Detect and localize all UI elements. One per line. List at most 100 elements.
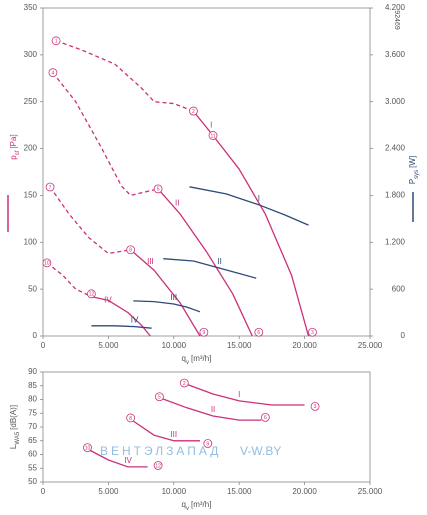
curve-label: III [147, 257, 154, 266]
point-marker-label: 3 [311, 330, 314, 336]
point-marker [153, 461, 163, 470]
point-marker [83, 443, 92, 453]
y-tick-label: 55 [28, 463, 37, 472]
x-axis-label: qv [m³/h] [182, 500, 212, 511]
curve [192, 110, 310, 337]
curve [91, 325, 152, 329]
x-tick-label: 0 [41, 341, 46, 350]
point-marker-label: 3 [314, 404, 317, 410]
curve-label: II [175, 199, 179, 208]
x-tick-label: 10.000 [162, 341, 187, 350]
x-tick-label: 20.000 [292, 487, 317, 496]
y2-tick-label: 3.000 [385, 97, 406, 106]
y-tick-label: 250 [24, 97, 38, 106]
curve [189, 186, 309, 226]
y2-tick-label: 0 [401, 331, 406, 340]
x-axis-label-unit: [m³/h] [191, 354, 211, 363]
plot-frame [42, 371, 371, 483]
y-axis-label-sub: sf [15, 150, 21, 155]
curve [130, 249, 201, 337]
point-marker-label: 9 [202, 330, 205, 336]
x-tick-label: 10.000 [162, 487, 187, 496]
point-marker [260, 412, 270, 422]
point-marker-label: 6 [257, 330, 260, 336]
y-tick-label: 150 [24, 191, 38, 200]
x-tick-label: 5.000 [98, 341, 119, 350]
point-marker [51, 36, 61, 46]
y2-axis-label: Psys [W] [408, 156, 419, 184]
y2-tick-label: 1.800 [385, 191, 406, 200]
point-marker-label: 8 [129, 248, 132, 254]
y-axis-label: psf [Pa] [9, 134, 20, 159]
y2-tick-label: 600 [392, 284, 406, 293]
curve-label: I [258, 194, 260, 203]
curve [133, 300, 201, 313]
x-axis-label: qv [m³/h] [182, 354, 212, 365]
x-tick-label: 5.000 [98, 487, 119, 496]
curve-label: II [211, 405, 215, 414]
curve [186, 383, 305, 406]
point-marker-label: 10 [85, 445, 91, 451]
y-tick-label: 100 [24, 237, 38, 246]
point-marker-label: 10 [44, 261, 50, 267]
y-tick-label: 0 [33, 331, 38, 340]
curve [131, 419, 200, 442]
point-marker-label: 2 [183, 381, 186, 387]
y2-axis-label-sub: sys [414, 170, 420, 179]
point-marker [189, 106, 198, 116]
point-marker [155, 392, 164, 402]
y-axis-label: LWA5[dB(A)] [9, 405, 20, 449]
y-tick-label: 75 [28, 408, 37, 417]
point-marker [308, 327, 317, 337]
point-marker-label: 9 [206, 441, 209, 447]
stall-curve [52, 72, 159, 197]
point-marker-label: 2 [192, 109, 195, 115]
y-tick-label: 90 [28, 367, 37, 376]
y-axis-label-sub: WA5 [15, 431, 21, 444]
curve-label: II [217, 257, 221, 266]
curve [163, 258, 257, 279]
curve [160, 397, 262, 421]
curve-label: I [238, 390, 240, 399]
x-axis-label-sub: v [186, 360, 189, 366]
y-tick-label: 80 [28, 395, 37, 404]
plot-frame [42, 7, 371, 337]
point-marker [199, 327, 209, 337]
point-marker-label: 8 [129, 416, 132, 422]
point-marker [45, 182, 55, 192]
curve-label: IV [131, 316, 139, 325]
y2-tick-label: 4.200 [385, 3, 406, 12]
y-tick-label: 300 [24, 50, 38, 59]
y-axis-label-text: L [9, 444, 18, 449]
y-tick-label: 50 [28, 477, 37, 486]
curve [91, 295, 151, 337]
x-tick-label: 15.000 [227, 487, 252, 496]
point-marker [208, 131, 218, 140]
point-marker [254, 327, 264, 337]
point-marker-label: 11 [210, 133, 215, 139]
curve-label: IV [124, 456, 132, 465]
point-marker-label: 12 [89, 292, 95, 298]
curve-label: I [210, 120, 212, 129]
point-marker-label: 4 [52, 70, 55, 76]
point-marker [86, 289, 96, 299]
x-axis-label-text: q [182, 500, 186, 509]
x-tick-label: 25.000 [358, 487, 383, 496]
point-marker-label: 5 [157, 187, 160, 193]
y-tick-label: 85 [28, 381, 37, 390]
point-marker [203, 439, 213, 448]
x-axis-label-text: q [182, 354, 186, 363]
watermark-brand: ВЕНТЭЛЗАПАД [100, 444, 221, 458]
point-marker-label: 6 [264, 415, 267, 421]
stall-curve [55, 40, 194, 112]
point-marker [153, 184, 163, 194]
y-axis-label-text: p [9, 155, 18, 160]
y2-tick-label: 2.400 [385, 144, 406, 153]
point-marker [310, 401, 320, 411]
watermark-site: V-W.BY [240, 444, 281, 458]
y-axis-label-unit: [Pa] [9, 134, 18, 148]
y2-axis-label-text: P [408, 179, 417, 184]
chart-code: 92469 [393, 10, 400, 30]
y-axis-label-unit: [dB(A)] [9, 405, 18, 430]
curve [157, 188, 253, 337]
